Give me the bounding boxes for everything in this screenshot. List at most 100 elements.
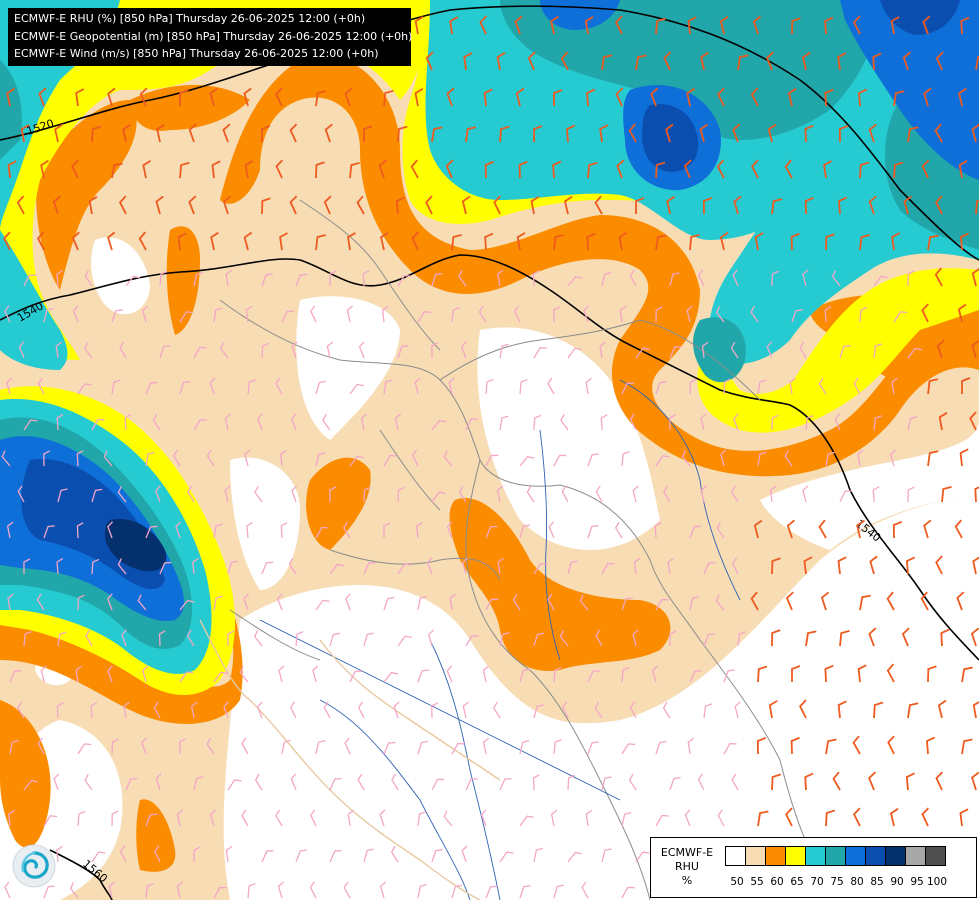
wind-barb bbox=[451, 307, 460, 323]
wind-barb bbox=[145, 381, 158, 395]
wind-barb bbox=[222, 123, 231, 143]
wind-barb bbox=[451, 884, 463, 899]
wind-barb bbox=[414, 377, 421, 395]
wind-barb bbox=[961, 738, 973, 755]
wind-barb bbox=[310, 305, 317, 323]
wind-barb bbox=[141, 737, 147, 755]
wind-barb bbox=[731, 557, 739, 575]
wind-barb bbox=[890, 16, 900, 35]
wind-barb bbox=[158, 630, 166, 647]
wind-barb bbox=[57, 488, 68, 503]
wind-barb bbox=[411, 449, 419, 467]
wind-barb bbox=[75, 88, 85, 107]
wind-barb bbox=[935, 555, 943, 575]
wind-barb bbox=[785, 591, 794, 611]
wind-barb bbox=[38, 87, 47, 107]
wind-barb bbox=[329, 632, 341, 647]
wind-barb bbox=[106, 231, 116, 251]
wind-barb bbox=[213, 886, 227, 899]
wind-barb bbox=[315, 740, 326, 755]
wind-barb bbox=[411, 231, 420, 251]
wind-barb bbox=[587, 524, 599, 539]
wind-barb bbox=[519, 379, 528, 395]
wind-barb bbox=[155, 195, 164, 215]
wind-barb bbox=[832, 771, 841, 791]
wind-barb bbox=[43, 885, 55, 899]
wind-barb bbox=[751, 159, 759, 179]
wind-barb bbox=[37, 377, 45, 395]
wind-barb bbox=[771, 629, 781, 647]
wind-barb bbox=[757, 451, 767, 467]
wind-barb bbox=[417, 595, 427, 611]
wind-barb bbox=[600, 414, 608, 431]
wind-barb bbox=[601, 848, 612, 863]
wind-barb bbox=[324, 123, 333, 143]
wind-barb bbox=[585, 809, 593, 827]
wind-barb bbox=[689, 596, 700, 611]
wind-barb bbox=[84, 773, 93, 791]
legend-tick-label: 90 bbox=[890, 876, 904, 888]
wind-barb bbox=[567, 851, 582, 863]
wind-barb bbox=[700, 413, 707, 431]
wind-barb bbox=[431, 849, 443, 863]
wind-barb bbox=[926, 736, 936, 755]
wind-barb bbox=[275, 87, 283, 107]
wind-barb bbox=[213, 523, 223, 539]
wind-barb bbox=[974, 484, 979, 503]
wind-barb bbox=[560, 51, 569, 71]
wind-barb bbox=[655, 381, 667, 395]
wind-barb bbox=[4, 881, 11, 899]
wind-barb bbox=[37, 737, 45, 755]
wind-barb bbox=[972, 555, 979, 575]
wind-barb bbox=[731, 773, 739, 791]
wind-barb bbox=[465, 778, 478, 791]
wind-barb bbox=[859, 161, 870, 179]
wind-barb bbox=[107, 521, 114, 539]
wind-barb bbox=[513, 305, 521, 323]
wind-barb bbox=[446, 665, 453, 683]
wind-barb bbox=[485, 454, 499, 467]
wind-barb bbox=[159, 561, 172, 575]
wind-barb bbox=[723, 742, 737, 755]
wind-barb bbox=[527, 51, 536, 71]
wind-barb bbox=[753, 519, 763, 539]
wind-barb bbox=[458, 270, 467, 287]
wind-barb bbox=[921, 159, 930, 179]
wind-barb bbox=[697, 269, 705, 287]
wind-barb bbox=[257, 413, 263, 431]
wind-barb bbox=[533, 847, 543, 863]
wind-barb bbox=[461, 557, 469, 575]
wind-barb bbox=[669, 630, 677, 647]
wind-barb bbox=[210, 231, 219, 251]
wind-barb bbox=[289, 123, 298, 143]
wind-barbs bbox=[1, 15, 979, 899]
wind-barb bbox=[124, 414, 132, 431]
wind-barb bbox=[959, 448, 969, 467]
wind-barb bbox=[771, 773, 782, 791]
wind-barb bbox=[480, 809, 487, 827]
wind-barb bbox=[363, 632, 374, 647]
wind-barb bbox=[417, 669, 430, 683]
wind-barb bbox=[785, 807, 793, 827]
wind-barb bbox=[291, 485, 298, 503]
wind-barb bbox=[790, 736, 800, 755]
wind-barb bbox=[587, 161, 598, 179]
wind-barb bbox=[886, 663, 895, 683]
wind-barb bbox=[559, 630, 569, 647]
wind-barb bbox=[20, 124, 30, 143]
wind-barb bbox=[553, 234, 564, 251]
wind-barb bbox=[244, 159, 254, 179]
wind-barb bbox=[689, 378, 697, 395]
legend-tick-label: 55 bbox=[750, 876, 764, 888]
wind-barb bbox=[275, 809, 283, 827]
wind-barb bbox=[662, 701, 671, 719]
wind-barb bbox=[961, 666, 973, 683]
wind-barb bbox=[344, 737, 351, 755]
wind-barb bbox=[920, 591, 929, 611]
wind-barb bbox=[261, 850, 274, 863]
wind-barb bbox=[702, 197, 713, 215]
wind-barb bbox=[719, 231, 729, 251]
wind-barb bbox=[859, 594, 871, 611]
wind-barb bbox=[72, 305, 79, 323]
wind-barb bbox=[7, 593, 14, 611]
